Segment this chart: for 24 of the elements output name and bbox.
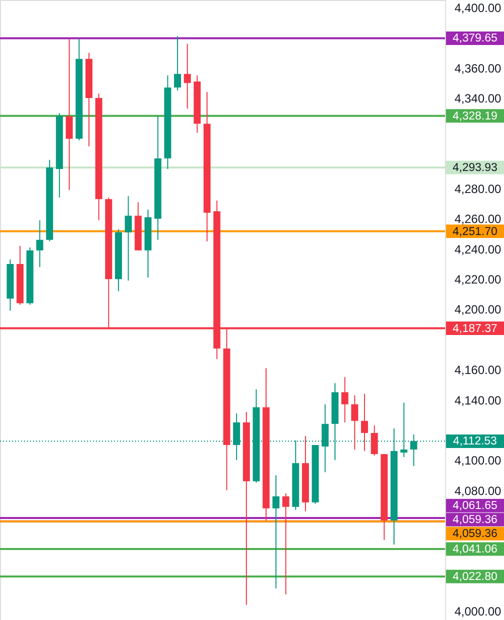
ref-line-label: 4,059.36 [452,528,498,540]
ref-line-label: 4,328.19 [452,110,498,122]
ref-line-label: 4,059.36 [452,514,498,526]
y-tick-label: 4,340.00 [454,92,502,106]
ref-line-label: 4,379.65 [452,32,498,45]
y-tick-label: 4,260.00 [454,212,502,226]
y-tick-label: 4,360.00 [454,61,502,76]
y-tick-label: 4,280.00 [454,182,502,196]
ref-line-label: 4,251.70 [452,226,498,238]
y-tick-label: 4,100.00 [454,454,502,468]
y-tick-label: 4,000.00 [454,604,502,618]
y-tick-label: 4,200.00 [454,302,502,317]
ref-line-label: 4,041.06 [452,544,498,556]
y-tick-label: 4,240.00 [454,242,502,256]
y-tick-label: 4,140.00 [454,393,502,408]
ref-line-label: 4,022.80 [452,571,498,584]
y-tick-label: 4,220.00 [454,272,502,287]
y-tick-label: 4,080.00 [454,484,502,498]
ref-line-label: 4,061.65 [452,500,498,512]
ref-line-label: 4,187.37 [452,322,498,335]
y-tick-label: 4,400.00 [454,1,502,16]
ref-line-label: 4,293.93 [452,162,498,174]
ref-line-label: 4,112.53 [453,436,497,448]
y-tick-label: 4,160.00 [454,363,502,378]
